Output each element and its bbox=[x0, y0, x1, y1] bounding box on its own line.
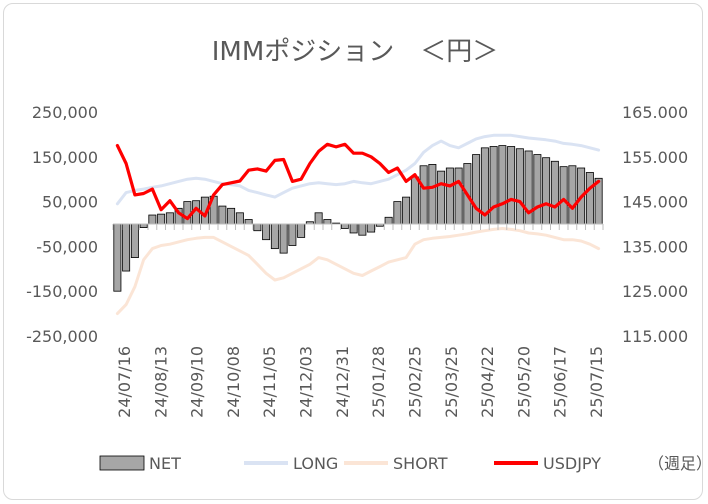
x-tick-label: 24/11/05 bbox=[260, 346, 279, 418]
right-tick-label: 115.000 bbox=[622, 327, 688, 346]
right-tick-label: 125.000 bbox=[622, 282, 688, 301]
net-bar bbox=[393, 201, 402, 225]
net-bar bbox=[235, 212, 244, 225]
legend-label: USDJPY bbox=[543, 454, 601, 473]
net-bar bbox=[542, 157, 551, 225]
net-bar bbox=[130, 223, 139, 258]
net-bar bbox=[314, 212, 323, 225]
net-bar bbox=[489, 146, 498, 225]
net-bar bbox=[402, 196, 411, 225]
net-bar bbox=[244, 219, 253, 225]
net-bar bbox=[218, 205, 227, 225]
legend-swatch-net bbox=[99, 455, 145, 471]
right-tick-label: 165.000 bbox=[622, 103, 688, 122]
net-bar bbox=[437, 170, 446, 225]
net-bar bbox=[507, 146, 516, 225]
net-bar bbox=[148, 214, 157, 225]
net-bar bbox=[585, 172, 594, 225]
net-bar bbox=[384, 216, 393, 225]
x-tick-label: 25/01/28 bbox=[369, 346, 388, 418]
x-tick-label: 24/12/31 bbox=[333, 346, 352, 418]
x-tick-label: 24/07/16 bbox=[115, 346, 134, 418]
net-bar bbox=[410, 176, 419, 225]
net-bar bbox=[323, 219, 332, 225]
x-tick-label: 25/07/15 bbox=[587, 346, 606, 418]
net-bar bbox=[533, 154, 542, 225]
net-bar bbox=[262, 223, 271, 241]
series-line-long bbox=[115, 133, 601, 206]
net-bar bbox=[358, 223, 367, 236]
left-tick-label: -250,000 bbox=[26, 327, 98, 346]
net-bars bbox=[113, 145, 603, 292]
net-bar bbox=[139, 223, 148, 228]
net-bar bbox=[253, 223, 262, 232]
net-bar bbox=[288, 223, 297, 246]
net-bar bbox=[227, 207, 236, 225]
x-axis-label: （週足） bbox=[648, 454, 708, 473]
x-tick-label: 24/12/03 bbox=[297, 346, 316, 418]
right-tick-label: 155.000 bbox=[622, 148, 688, 167]
left-tick-label: -50,000 bbox=[36, 237, 98, 256]
net-bar bbox=[472, 154, 481, 225]
net-bar bbox=[340, 223, 349, 229]
legend: NET LONG SHORT USDJPY bbox=[99, 454, 601, 473]
net-bar bbox=[270, 223, 279, 250]
x-tick-label: 24/09/10 bbox=[188, 346, 207, 418]
net-bar bbox=[419, 165, 428, 225]
net-bar bbox=[498, 145, 507, 225]
x-tick-label: 24/08/13 bbox=[151, 346, 170, 418]
right-tick-label: 145.000 bbox=[622, 193, 688, 212]
x-tick-label: 25/05/20 bbox=[514, 346, 533, 418]
net-bar bbox=[113, 223, 122, 292]
series-line-short bbox=[115, 227, 601, 316]
left-tick-label: 50,000 bbox=[42, 193, 98, 212]
left-tick-label: -150,000 bbox=[26, 282, 98, 301]
net-bar bbox=[349, 223, 358, 234]
right-axis: 165.000 155.000 145.000 135.000 125.000 115.0… bbox=[622, 103, 688, 346]
series-lines bbox=[115, 133, 601, 316]
x-tick-label: 25/04/22 bbox=[478, 346, 497, 418]
x-tick-label: 25/02/25 bbox=[406, 346, 425, 418]
legend-label: SHORT bbox=[393, 454, 448, 473]
x-tick-label: 25/06/17 bbox=[551, 346, 570, 418]
x-tick-label: 25/03/25 bbox=[442, 346, 461, 418]
left-tick-label: 250,000 bbox=[32, 103, 98, 122]
right-tick-label: 135.000 bbox=[622, 237, 688, 256]
legend-label: NET bbox=[149, 454, 181, 473]
net-bar bbox=[568, 165, 577, 225]
net-bar bbox=[183, 201, 192, 225]
net-bar bbox=[122, 223, 131, 272]
net-bar bbox=[297, 223, 306, 238]
net-bar bbox=[367, 223, 376, 233]
left-axis: 250,000 150,000 50,000 -50,000 -150,000 -250,… bbox=[26, 103, 98, 346]
net-bar bbox=[157, 213, 166, 225]
x-tick-label: 24/10/08 bbox=[224, 346, 243, 418]
net-bar bbox=[445, 167, 454, 225]
net-bar bbox=[279, 223, 288, 254]
net-bar bbox=[559, 166, 568, 225]
x-axis: 24/07/16 24/08/13 24/09/10 24/10/08 24/11/05… bbox=[112, 223, 606, 418]
net-bar bbox=[515, 148, 524, 225]
net-bar bbox=[428, 164, 437, 225]
legend-label: LONG bbox=[293, 454, 338, 473]
net-bar bbox=[165, 212, 174, 225]
series-line-usdjpy bbox=[115, 142, 601, 221]
chart-title: IMMポジション ＜円＞ bbox=[212, 37, 499, 67]
left-tick-label: 150,000 bbox=[32, 148, 98, 167]
net-bar bbox=[550, 160, 559, 225]
net-bar bbox=[454, 167, 463, 225]
